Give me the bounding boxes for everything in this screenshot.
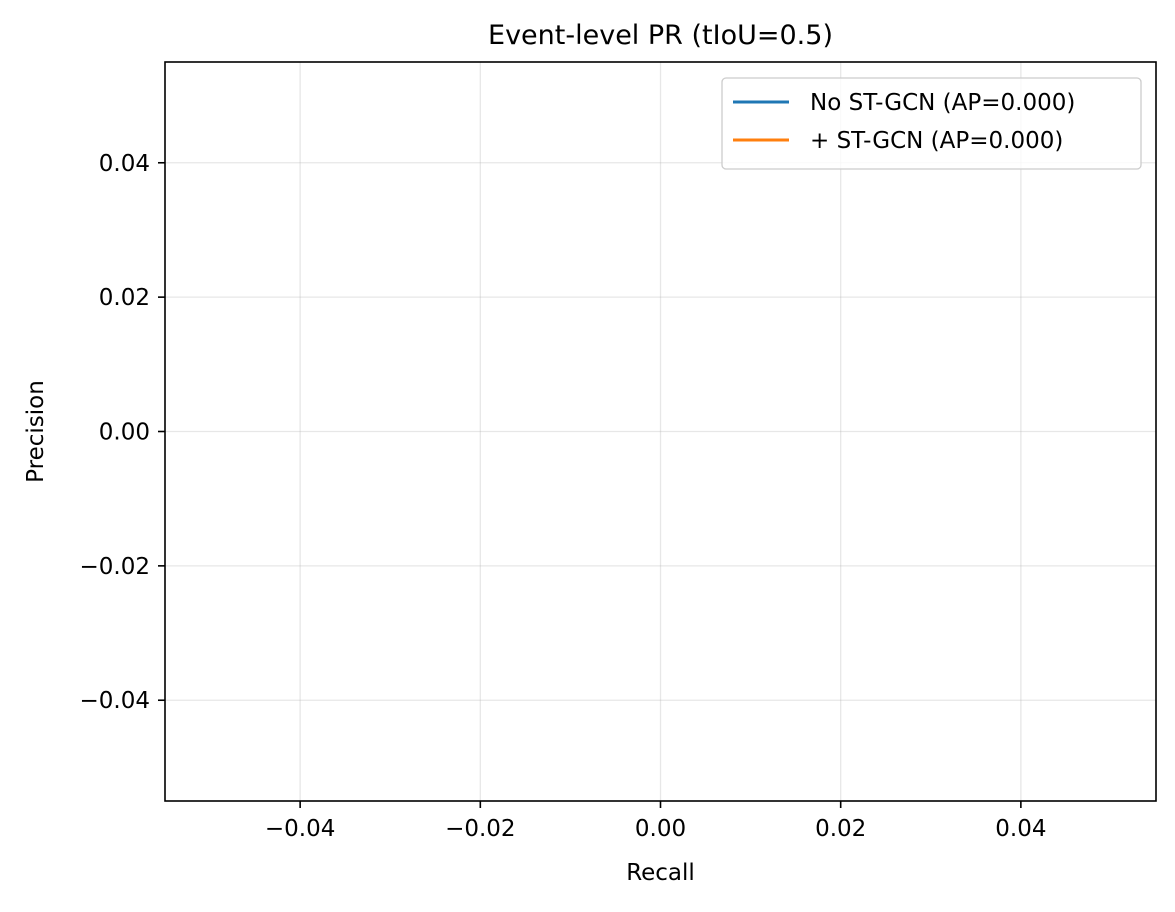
x-tick-label: 0.04 xyxy=(995,816,1046,842)
legend-entries: No ST-GCN (AP=0.000) + ST-GCN (AP=0.000) xyxy=(733,90,1075,154)
y-axis-label: Precision xyxy=(23,380,49,483)
y-tick-label: −0.02 xyxy=(80,554,150,580)
legend: No ST-GCN (AP=0.000) + ST-GCN (AP=0.000) xyxy=(721,77,1142,170)
legend-frame xyxy=(721,77,1142,170)
legend-label: + ST-GCN (AP=0.000) xyxy=(810,128,1063,154)
y-tick-label: 0.02 xyxy=(99,285,150,311)
x-tick-label: −0.02 xyxy=(445,816,515,842)
axis-ticks: −0.04 −0.02 0.00 0.02 0.04 −0.04 −0.02 0.00 0.02… xyxy=(80,151,1047,842)
y-tick-label: −0.04 xyxy=(80,688,150,714)
y-tick-label: 0.00 xyxy=(99,420,150,446)
x-tick-label: 0.02 xyxy=(815,816,866,842)
chart-title: Event-level PR (tIoU=0.5) xyxy=(488,20,833,51)
x-axis-label: Recall xyxy=(626,860,695,886)
x-tick-label: 0.00 xyxy=(635,816,686,842)
y-tick-label: 0.04 xyxy=(99,151,150,177)
x-tick-label: −0.04 xyxy=(265,816,335,842)
legend-label: No ST-GCN (AP=0.000) xyxy=(810,90,1075,116)
